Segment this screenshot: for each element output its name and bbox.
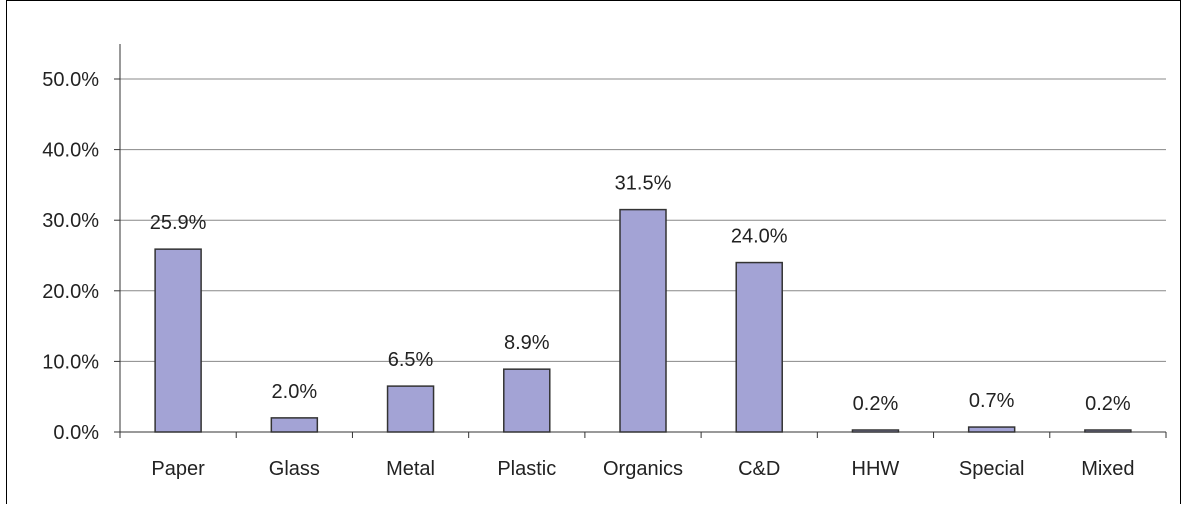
data-label: 6.5% bbox=[388, 349, 434, 371]
y-tick-label: 20.0% bbox=[42, 281, 99, 303]
y-tick-label: 0.0% bbox=[53, 422, 99, 444]
y-tick-label: 30.0% bbox=[42, 210, 99, 232]
data-labels: 25.9% 2.0% 6.5% 8.9% 31.5% 24.0% 0.2% 0.7% 0.2% bbox=[150, 173, 1131, 415]
bar-hhw bbox=[851, 429, 900, 433]
bar-plastic bbox=[503, 368, 551, 433]
data-label: 8.9% bbox=[504, 332, 550, 354]
data-label: 2.0% bbox=[272, 381, 318, 403]
bars bbox=[154, 208, 1132, 433]
data-label: 31.5% bbox=[615, 173, 672, 195]
y-tick-label: 40.0% bbox=[42, 140, 99, 162]
y-tick-label: 10.0% bbox=[42, 351, 99, 373]
data-label: 25.9% bbox=[150, 212, 207, 234]
category-label: Glass bbox=[269, 458, 320, 480]
bar-special bbox=[967, 426, 1016, 433]
category-label: Special bbox=[959, 458, 1025, 480]
y-tick-label: 50.0% bbox=[42, 69, 99, 91]
bar-c-d bbox=[735, 261, 783, 433]
bar-metal bbox=[386, 385, 435, 433]
category-label: Metal bbox=[386, 458, 435, 480]
category-label: Paper bbox=[151, 458, 205, 480]
bar-paper bbox=[154, 248, 202, 433]
bar-organics bbox=[619, 208, 667, 433]
data-label: 24.0% bbox=[731, 226, 788, 248]
y-tick-labels: 0.0% 10.0% 20.0% 30.0% 40.0% 50.0% bbox=[42, 69, 99, 444]
category-label: C&D bbox=[738, 458, 780, 480]
data-label: 0.2% bbox=[853, 393, 899, 415]
category-labels: Paper Glass Metal Plastic Organics C&D HHW Spec… bbox=[151, 458, 1134, 480]
category-label: Mixed bbox=[1081, 458, 1134, 480]
bar-glass bbox=[270, 417, 319, 433]
chart-frame bbox=[6, 0, 1181, 504]
bar-mixed bbox=[1084, 429, 1132, 433]
category-label: Plastic bbox=[497, 458, 556, 480]
category-label: Organics bbox=[603, 458, 683, 480]
data-label: 0.7% bbox=[969, 390, 1015, 412]
category-label: HHW bbox=[852, 458, 900, 480]
data-label: 0.2% bbox=[1085, 393, 1131, 415]
